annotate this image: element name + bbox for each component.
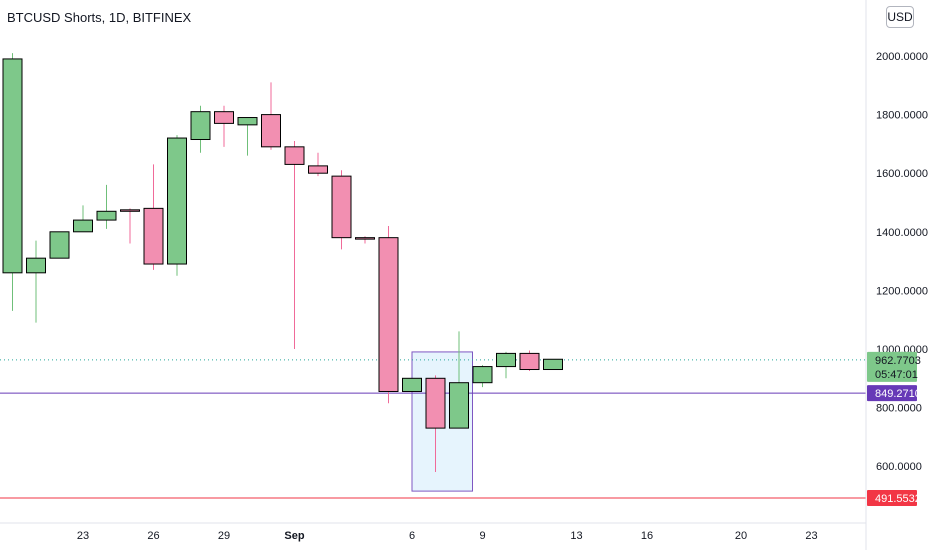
candle[interactable]: [355, 237, 375, 240]
time-tick-label: 16: [641, 530, 653, 542]
candle[interactable]: [167, 137, 187, 265]
candle[interactable]: [237, 117, 258, 126]
time-tick-label: 6: [409, 530, 415, 542]
price-tick-label: 1800.0000: [876, 110, 928, 122]
time-tick-label: 26: [147, 530, 159, 542]
time-tick-label: 23: [77, 530, 89, 542]
candle[interactable]: [49, 231, 70, 259]
price-tick-label: 1200.0000: [876, 285, 928, 297]
time-tick-label: 20: [735, 530, 747, 542]
price-tick-label: 1600.0000: [876, 168, 928, 180]
candle[interactable]: [284, 146, 305, 165]
low-price-tag-label: 491.5532: [875, 493, 921, 505]
price-tick-label: 2000.0000: [876, 51, 928, 63]
candle[interactable]: [190, 111, 211, 141]
current-price-tag-label: 962.7703: [875, 355, 921, 367]
candle[interactable]: [308, 165, 328, 174]
current-price-tag: [867, 351, 917, 382]
time-tick-label: 13: [570, 530, 582, 542]
currency-button[interactable]: USD: [886, 6, 914, 28]
current-countdown-label: 05:47:01: [875, 369, 918, 381]
candle[interactable]: [519, 352, 540, 371]
candle[interactable]: [378, 237, 399, 392]
price-tick-label: 800.0000: [876, 403, 922, 415]
time-tick-label: 29: [218, 530, 230, 542]
candle[interactable]: [214, 111, 234, 124]
candle[interactable]: [331, 175, 352, 239]
low-price-tag: [867, 489, 917, 506]
candle[interactable]: [496, 352, 516, 368]
candle[interactable]: [96, 210, 117, 221]
candle[interactable]: [120, 209, 140, 212]
candle[interactable]: [402, 377, 422, 392]
price-tick-label: 600.0000: [876, 461, 922, 473]
candle[interactable]: [449, 382, 469, 429]
candle[interactable]: [73, 219, 93, 233]
time-tick-label: Sep: [284, 530, 304, 542]
price-tick-label: 1400.0000: [876, 227, 928, 239]
time-tick-label: 9: [479, 530, 485, 542]
candle[interactable]: [143, 207, 164, 265]
time-tick-label: 23: [805, 530, 817, 542]
candle[interactable]: [261, 114, 281, 148]
candle[interactable]: [425, 377, 446, 429]
avg-price-tag-label: 849.2710: [875, 388, 921, 400]
candle[interactable]: [543, 358, 563, 371]
avg-price-tag: [867, 385, 917, 402]
candle[interactable]: [2, 58, 23, 274]
candle[interactable]: [472, 366, 493, 384]
candle[interactable]: [26, 257, 46, 274]
chart-title: BTCUSD Shorts, 1D, BITFINEX: [7, 10, 192, 25]
